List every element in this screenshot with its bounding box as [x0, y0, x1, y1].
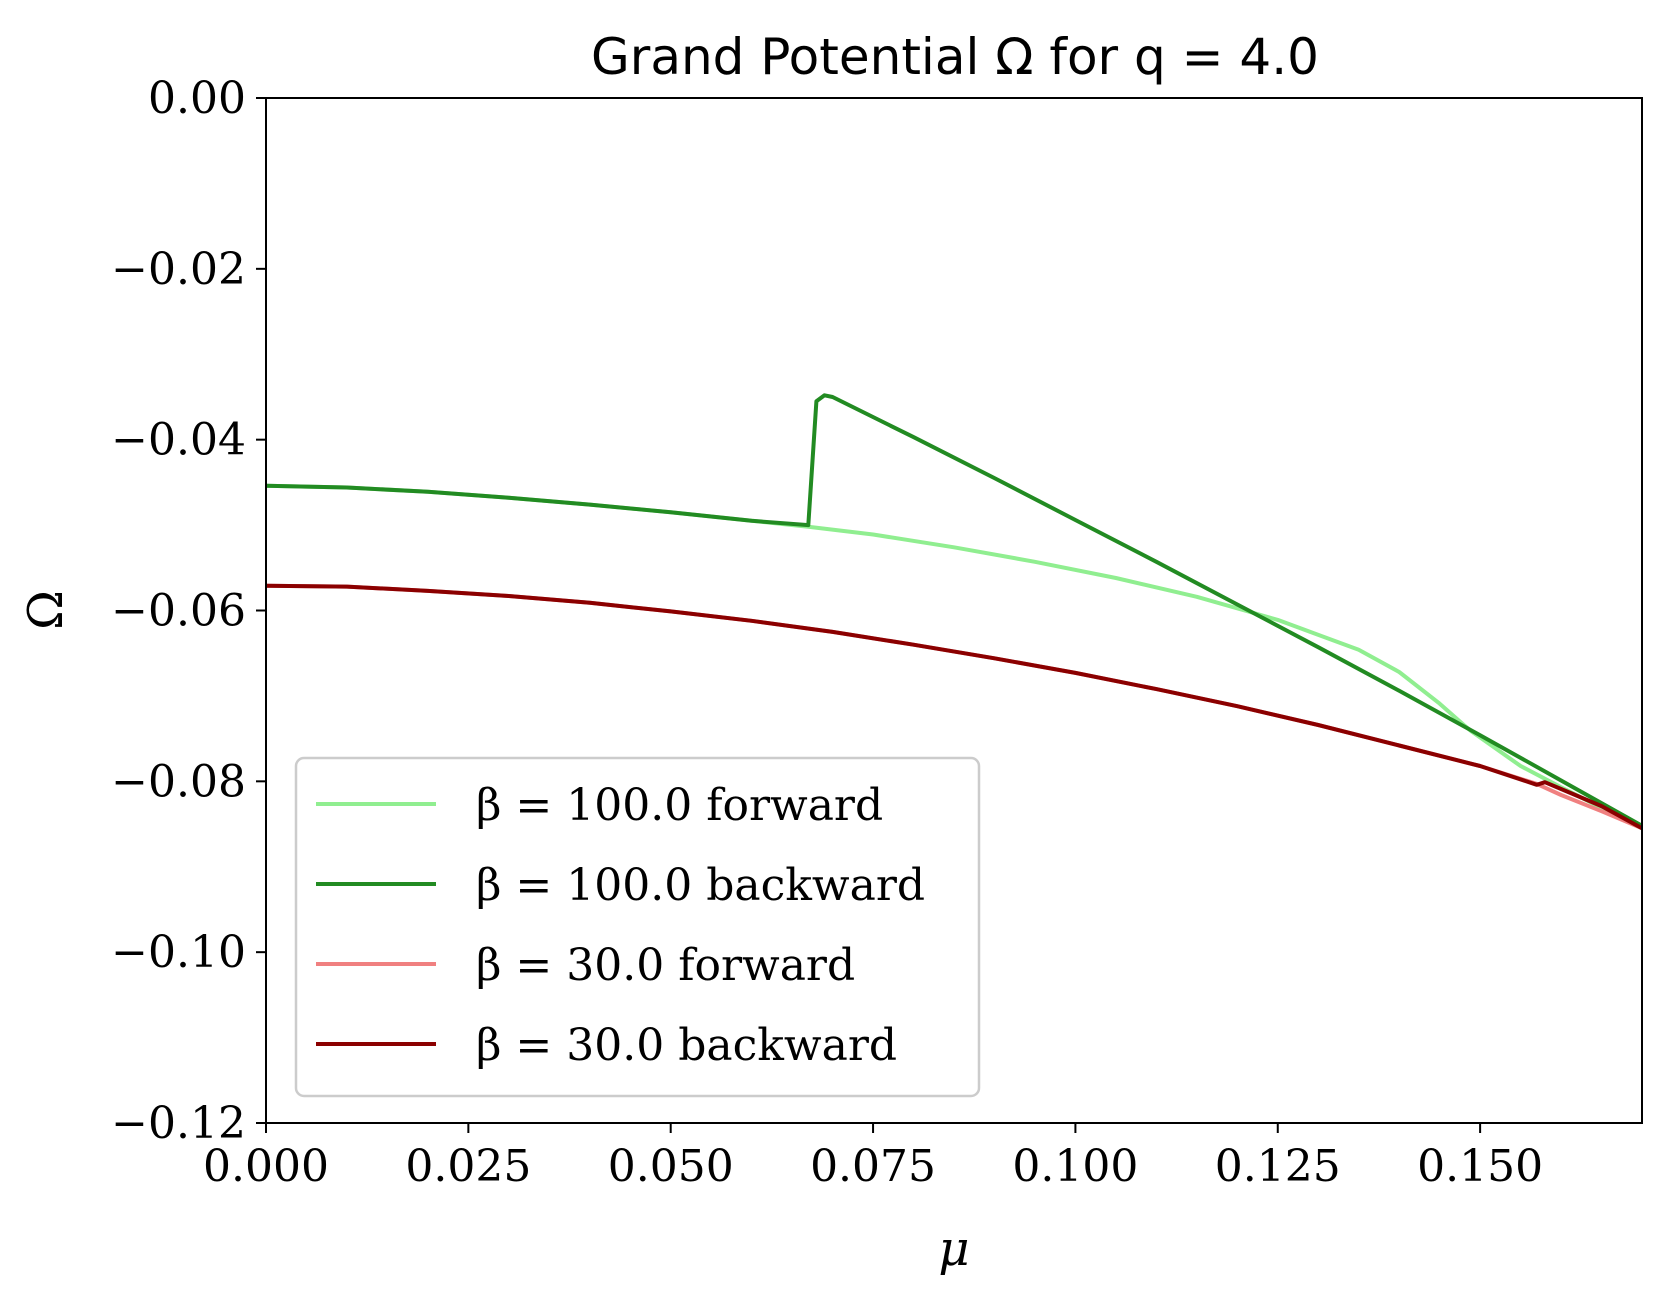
legend-label: β = 100.0 backward	[476, 860, 925, 911]
chart-title: Grand Potential Ω for q = 4.0	[591, 28, 1319, 86]
x-axis: 0.000 0.025 0.050 0.075 0.100 0.125 0.150	[203, 1123, 1543, 1192]
y-axis: 0.00 −0.02 −0.04 −0.06 −0.08 −0.10 −0.12	[111, 73, 266, 1149]
series-layer	[266, 393, 1642, 831]
x-axis-label: μ	[938, 1221, 969, 1277]
legend-label: β = 30.0 backward	[476, 1020, 897, 1071]
y-tick-label: −0.08	[111, 756, 246, 807]
x-tick-label: 0.100	[1012, 1141, 1138, 1192]
x-tick-label: 0.000	[203, 1141, 329, 1192]
y-tick-label: −0.02	[111, 244, 246, 295]
legend-entries: β = 100.0 forward β = 100.0 backward β = 3…	[316, 780, 925, 1071]
legend: β = 100.0 forward β = 100.0 backward β = 3…	[294, 756, 981, 1098]
y-tick-label: −0.06	[111, 586, 246, 637]
y-axis-label: Ω	[18, 590, 74, 630]
y-tick-label: 0.00	[148, 73, 246, 124]
legend-box	[294, 756, 981, 1098]
x-tick-label: 0.025	[405, 1141, 531, 1192]
x-tick-label: 0.150	[1417, 1141, 1543, 1192]
legend-label: β = 30.0 forward	[476, 940, 855, 991]
plot-area	[265, 97, 1643, 1124]
x-tick-label: 0.050	[608, 1141, 734, 1192]
x-tick-label: 0.075	[810, 1141, 936, 1192]
y-tick-label: −0.04	[111, 415, 246, 466]
series-line-3	[266, 583, 1642, 831]
x-tick-label: 0.125	[1215, 1141, 1341, 1192]
legend-label: β = 100.0 forward	[476, 780, 883, 831]
y-tick-label: −0.12	[111, 1098, 246, 1149]
y-tick-label: −0.10	[111, 927, 246, 978]
series-line-1	[266, 393, 1642, 828]
